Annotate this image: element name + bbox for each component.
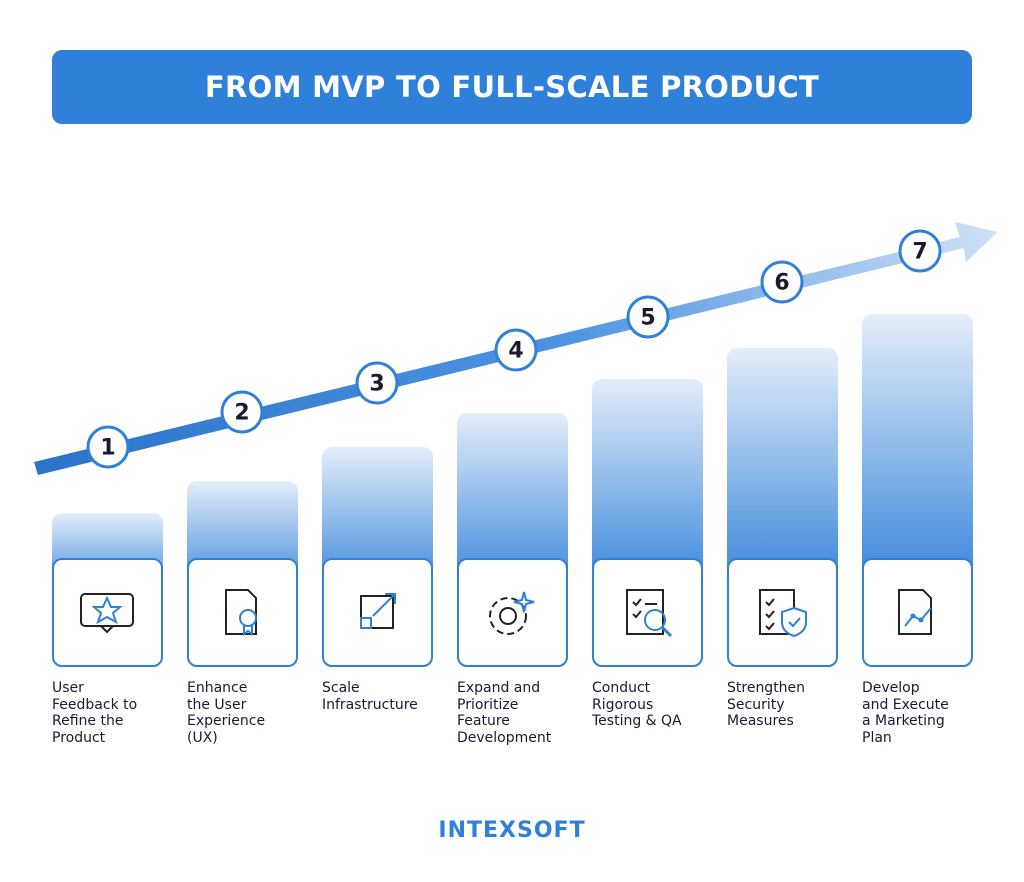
step-column bbox=[862, 314, 973, 600]
step-marker bbox=[494, 328, 538, 372]
label-line: Enhance bbox=[187, 680, 248, 696]
step-marker bbox=[626, 295, 670, 339]
icon bbox=[225, 589, 257, 636]
label-line: Product bbox=[52, 729, 106, 746]
label-line: Conduct bbox=[592, 680, 651, 696]
step-number: 3 bbox=[369, 372, 384, 397]
icon-box bbox=[457, 558, 568, 667]
label-line: Experience bbox=[187, 713, 266, 729]
label-line: Measures bbox=[727, 713, 794, 729]
label-line: Feature bbox=[457, 713, 510, 729]
icon-box bbox=[52, 558, 163, 667]
step-label: Scale Infrastructure bbox=[322, 680, 447, 713]
label-line: Strengthen bbox=[727, 680, 806, 696]
label-line: Feedback to bbox=[52, 696, 138, 713]
step-marker bbox=[86, 425, 130, 469]
step-number: 5 bbox=[640, 306, 655, 331]
icon bbox=[759, 589, 807, 638]
step-label: User Feedback to Refine the Product bbox=[52, 680, 177, 746]
icon-box bbox=[187, 558, 298, 667]
title-bar: FROM MVP TO FULL-SCALE PRODUCT bbox=[52, 50, 972, 124]
icon-box bbox=[592, 558, 703, 667]
step-label: Develop and Execute a Marketing Plan bbox=[862, 680, 987, 746]
step-number: 6 bbox=[774, 271, 789, 296]
step-marker bbox=[220, 390, 264, 434]
step-number: 2 bbox=[234, 401, 249, 426]
step-marker bbox=[898, 229, 942, 273]
step-number: 4 bbox=[508, 339, 523, 364]
icon-box bbox=[322, 558, 433, 667]
step-label: Expand and Prioritize Feature Development bbox=[457, 680, 582, 746]
label-line: Development bbox=[457, 729, 552, 746]
logo: INTEXSOFT bbox=[438, 818, 586, 843]
label-line: Scale bbox=[322, 680, 360, 696]
label-line: User bbox=[52, 680, 84, 696]
step-number: 1 bbox=[100, 436, 115, 461]
icon-box bbox=[727, 558, 838, 667]
label-line: Infrastructure bbox=[322, 696, 418, 713]
label-line: Refine the bbox=[52, 713, 124, 729]
label-line: and Execute bbox=[862, 696, 949, 713]
icon bbox=[626, 589, 673, 638]
label-line: Develop bbox=[862, 680, 920, 696]
icon-box bbox=[862, 558, 973, 667]
icon bbox=[80, 593, 134, 634]
icon bbox=[489, 591, 535, 635]
label-line: Prioritize bbox=[457, 696, 519, 713]
label-line: Testing & QA bbox=[592, 713, 682, 729]
step-label: Enhance the User Experience (UX) bbox=[187, 680, 312, 746]
step-marker bbox=[355, 361, 399, 405]
icon bbox=[898, 589, 932, 635]
step-label: Strengthen Security Measures bbox=[727, 680, 852, 730]
label-line: Rigorous bbox=[592, 696, 654, 713]
label-line: Plan bbox=[862, 729, 892, 746]
label-line: the User bbox=[187, 696, 247, 713]
label-line: Expand and bbox=[457, 680, 541, 696]
label-line: a Marketing bbox=[862, 713, 945, 729]
step-label: Conduct Rigorous Testing & QA bbox=[592, 680, 717, 730]
step-marker bbox=[760, 260, 804, 304]
label-line: Security bbox=[727, 696, 785, 713]
step-number: 7 bbox=[912, 240, 927, 265]
icon bbox=[360, 593, 396, 629]
label-line: (UX) bbox=[187, 729, 218, 746]
